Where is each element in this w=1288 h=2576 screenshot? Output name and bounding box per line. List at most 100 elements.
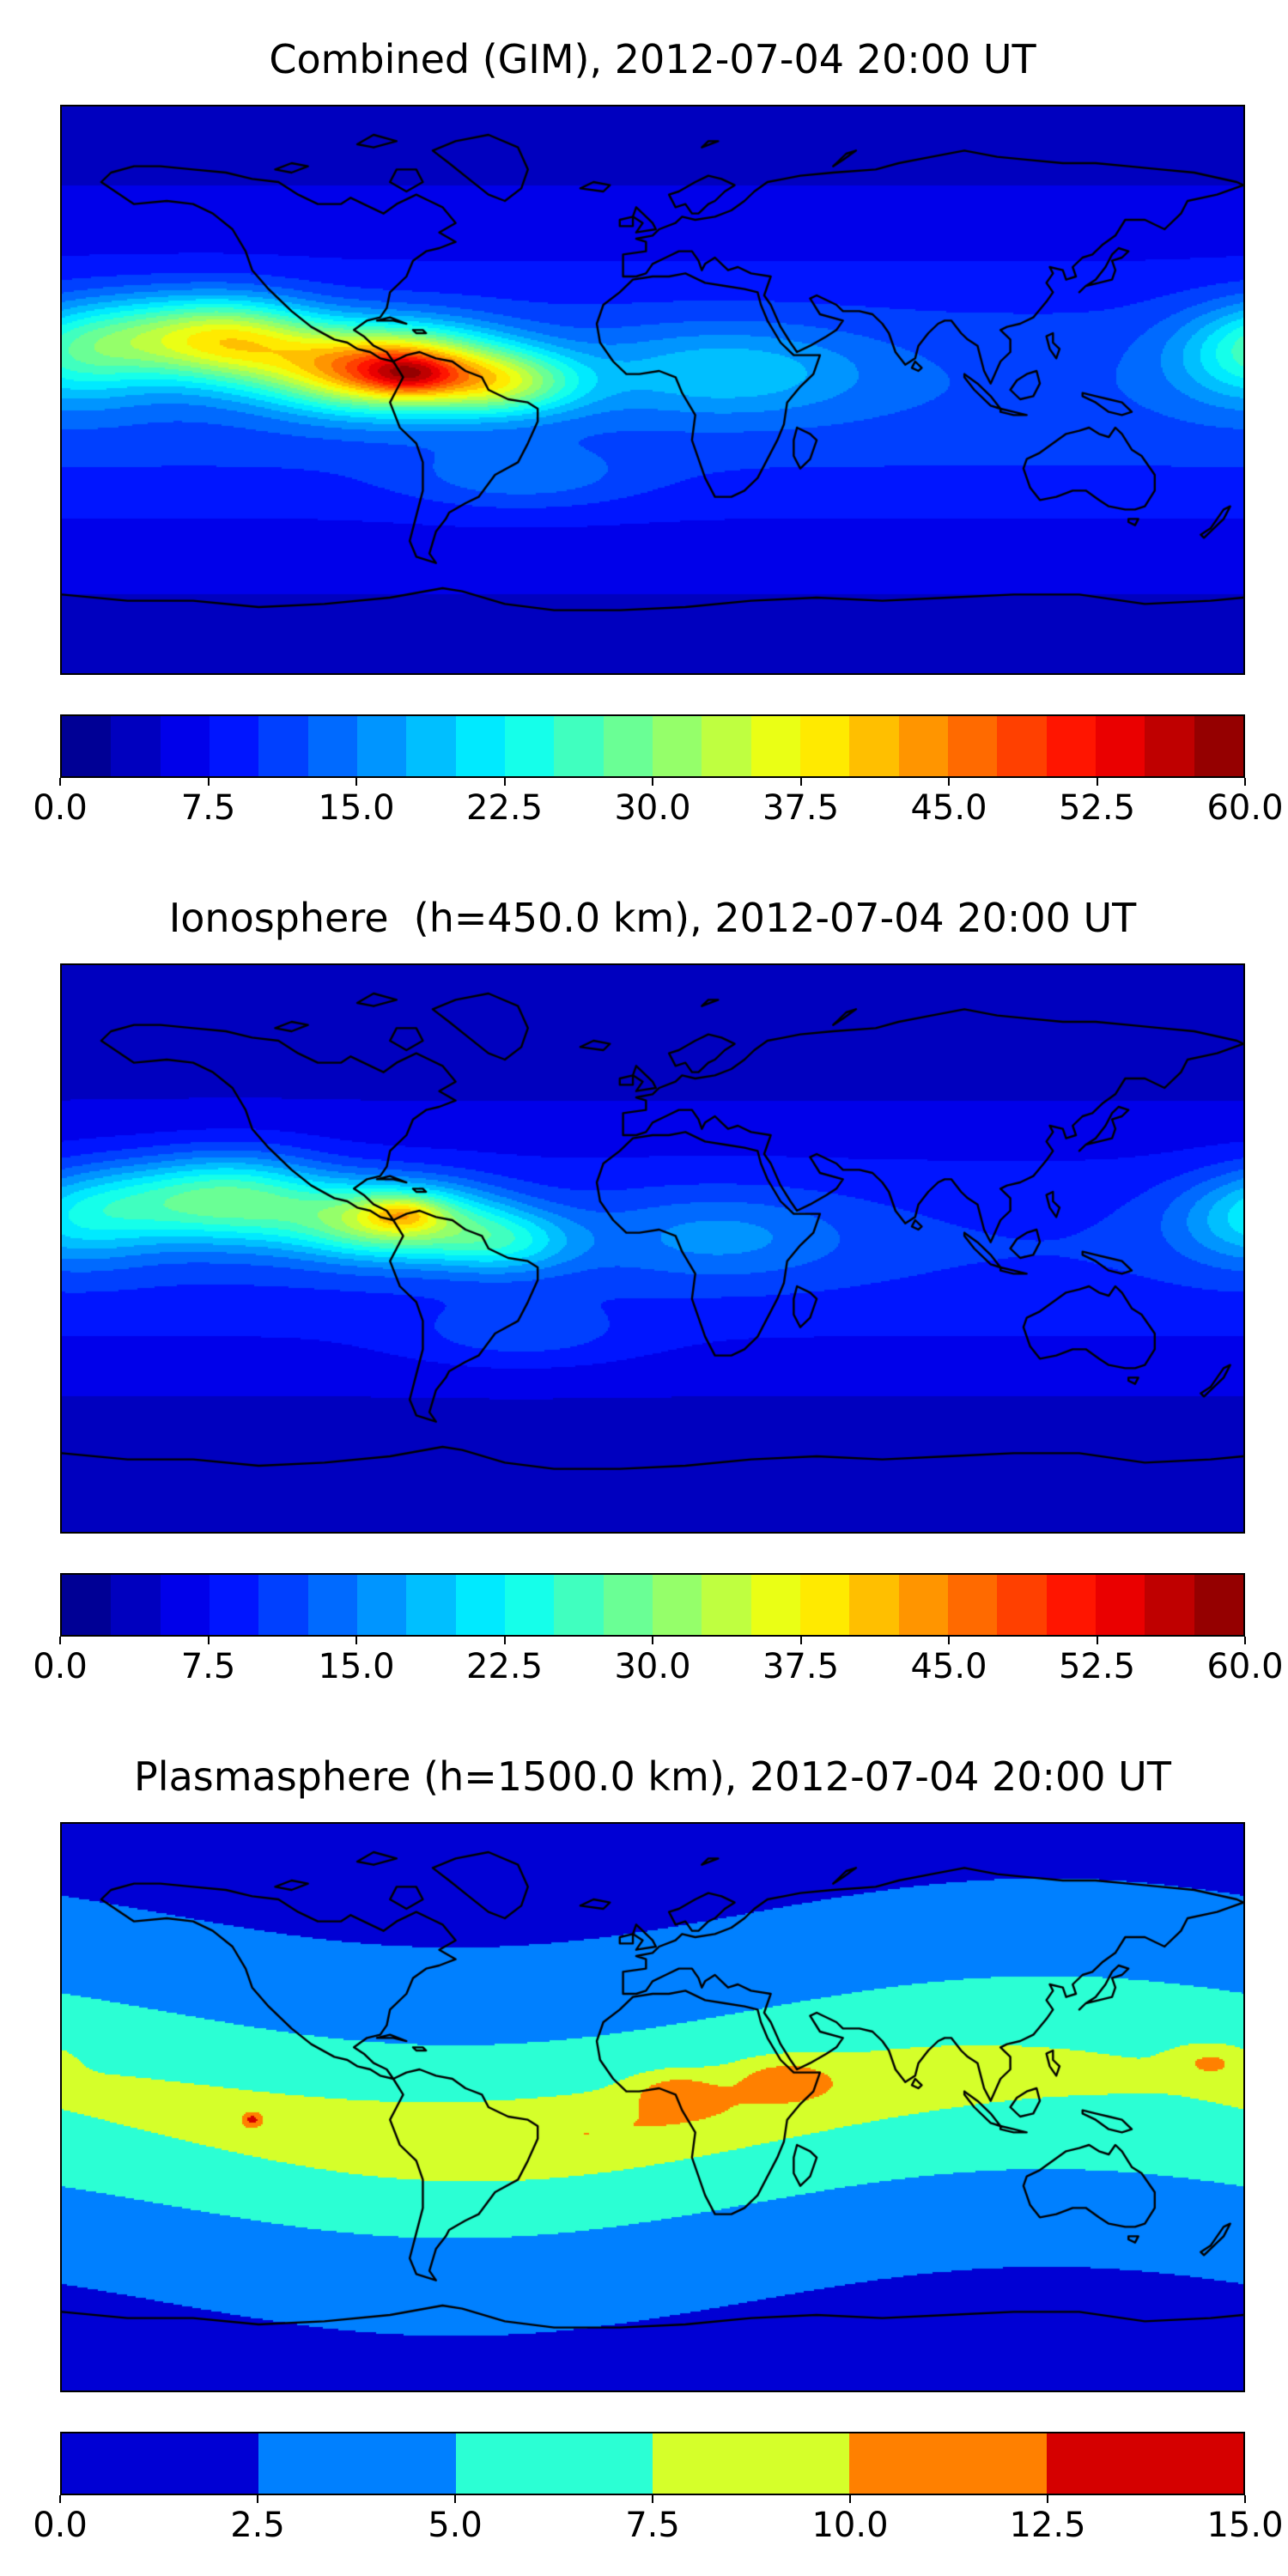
colorbar-segment	[849, 716, 899, 776]
colorbar-segment	[209, 716, 259, 776]
colorbar-segment	[702, 716, 751, 776]
colorbar-segment	[652, 716, 702, 776]
colorbar-segment	[455, 2433, 653, 2494]
colorbar-segment	[455, 1575, 505, 1635]
chart-title-ionosphere: Ionosphere (h=450.0 km), 2012-07-04 20:0…	[168, 895, 1137, 941]
panel-ionosphere: Ionosphere (h=450.0 km), 2012-07-04 20:0…	[0, 859, 1288, 1717]
colorbar-segment	[1145, 716, 1194, 776]
colorbar-tick	[355, 778, 357, 786]
colorbar-ticks-combined: 0.0 7.5 15.0 22.5 30.0 37.5 45.0 52.5 60.0	[33, 778, 1284, 831]
colorbar-tick	[652, 2495, 653, 2503]
colorbar-tick	[799, 1637, 802, 1644]
colorbar-tick	[1244, 778, 1246, 786]
colorbar-tick-label: 15.0	[318, 1647, 395, 1686]
colorbar-segment	[160, 716, 210, 776]
colorbar-segment	[307, 716, 357, 776]
colorbar-segment	[1095, 716, 1145, 776]
colorbar-tick-label: 22.5	[465, 1647, 544, 1686]
colorbar-tick	[503, 778, 506, 786]
colorbar-ticks-ionosphere: 0.0 7.5 15.0 22.5 30.0 37.5 45.0 52.5 60.0	[33, 1637, 1284, 1690]
colorbar-segment	[652, 1575, 702, 1635]
colorbar-tick	[1096, 1637, 1098, 1644]
colorbar-tick-label: 60.0	[1206, 1647, 1284, 1686]
colorbar-tick	[849, 2495, 851, 2503]
colorbar-tick-label: 45.0	[910, 788, 987, 828]
map-canvas-combined	[62, 106, 1243, 673]
colorbar-tick-label: 60.0	[1206, 788, 1284, 828]
colorbar-tick	[454, 2495, 456, 2503]
colorbar-segment	[356, 1575, 407, 1635]
colorbar-tick-label: 0.0	[33, 1647, 88, 1686]
colorbar-segment	[997, 1575, 1047, 1635]
colorbar-ionosphere	[60, 1573, 1245, 1637]
colorbar-tick-label: 15.0	[1206, 2506, 1284, 2545]
colorbar-segment	[209, 1575, 259, 1635]
colorbar-segment	[258, 716, 308, 776]
map-ionosphere	[60, 963, 1245, 1534]
colorbar-segment	[160, 1575, 210, 1635]
colorbar-segment	[1145, 1575, 1194, 1635]
colorbar-tick	[1244, 2495, 1246, 2503]
colorbar-segment	[62, 2433, 259, 2494]
colorbar-tick	[257, 2495, 258, 2503]
colorbar-tick-label: 52.5	[1058, 788, 1136, 828]
colorbar-ticks-plasmasphere: 0.0 2.5 5.0 7.5 10.0 12.5 15.0	[33, 2495, 1284, 2549]
colorbar-segment	[603, 1575, 653, 1635]
chart-title-combined: Combined (GIM), 2012-07-04 20:00 UT	[269, 36, 1036, 82]
colorbar-tick-label: 10.0	[811, 2506, 889, 2545]
chart-title-plasmasphere: Plasmasphere (h=1500.0 km), 2012-07-04 2…	[134, 1753, 1171, 1800]
colorbar-segment	[947, 716, 998, 776]
colorbar-segment	[750, 716, 800, 776]
colorbar-segment	[799, 716, 850, 776]
colorbar-tick-label: 12.5	[1009, 2506, 1086, 2545]
colorbar-segment	[554, 1575, 604, 1635]
colorbar-tick	[1096, 778, 1098, 786]
colorbar-tick-label: 22.5	[465, 788, 544, 828]
colorbar-tick-label: 0.0	[33, 788, 88, 828]
colorbar-tick	[1047, 2495, 1048, 2503]
colorbar-tick-label: 7.5	[180, 788, 236, 828]
colorbar-segment	[849, 2433, 1047, 2494]
colorbar-segment	[1095, 1575, 1145, 1635]
colorbar-segment	[1046, 2433, 1243, 2494]
colorbar-segment	[356, 716, 407, 776]
colorbar-segment	[997, 716, 1047, 776]
colorbar-tick-label: 15.0	[318, 788, 395, 828]
colorbar-segment	[898, 1575, 948, 1635]
colorbar-segment	[307, 1575, 357, 1635]
colorbar-tick	[652, 778, 653, 786]
colorbar-tick-label: 52.5	[1058, 1647, 1136, 1686]
colorbar-tick	[355, 1637, 357, 1644]
map-combined	[60, 105, 1245, 675]
colorbar-segment	[62, 1575, 112, 1635]
colorbar-tick	[59, 1637, 61, 1644]
colorbar-plasmasphere	[60, 2432, 1245, 2495]
colorbar-segment	[947, 1575, 998, 1635]
colorbar-tick	[207, 1637, 210, 1644]
colorbar-tick-label: 30.0	[614, 1647, 691, 1686]
colorbar-segment	[898, 716, 948, 776]
colorbar-segment	[62, 716, 112, 776]
colorbar-tick	[652, 1637, 653, 1644]
colorbar-tick-label: 37.5	[762, 1647, 840, 1686]
colorbar-tick-label: 7.5	[180, 1647, 236, 1686]
colorbar-segment	[1046, 716, 1096, 776]
colorbar-segment	[504, 716, 555, 776]
colorbar-segment	[849, 1575, 899, 1635]
colorbar-tick-label: 2.5	[230, 2506, 285, 2545]
colorbar-tick	[59, 2495, 61, 2503]
colorbar-segment	[406, 1575, 456, 1635]
colorbar-tick	[207, 778, 210, 786]
colorbar-segment	[111, 1575, 161, 1635]
colorbar-segment	[554, 716, 604, 776]
colorbar-segment	[406, 716, 456, 776]
colorbar-tick-label: 45.0	[910, 1647, 987, 1686]
panel-combined-gim: Combined (GIM), 2012-07-04 20:00 UT 0.0 7…	[0, 0, 1288, 859]
colorbar-tick-label: 30.0	[614, 788, 691, 828]
colorbar-segment	[702, 1575, 751, 1635]
colorbar-combined	[60, 714, 1245, 778]
colorbar-tick-label: 0.0	[33, 2506, 88, 2545]
map-plasmasphere	[60, 1822, 1245, 2392]
colorbar-segment	[504, 1575, 555, 1635]
